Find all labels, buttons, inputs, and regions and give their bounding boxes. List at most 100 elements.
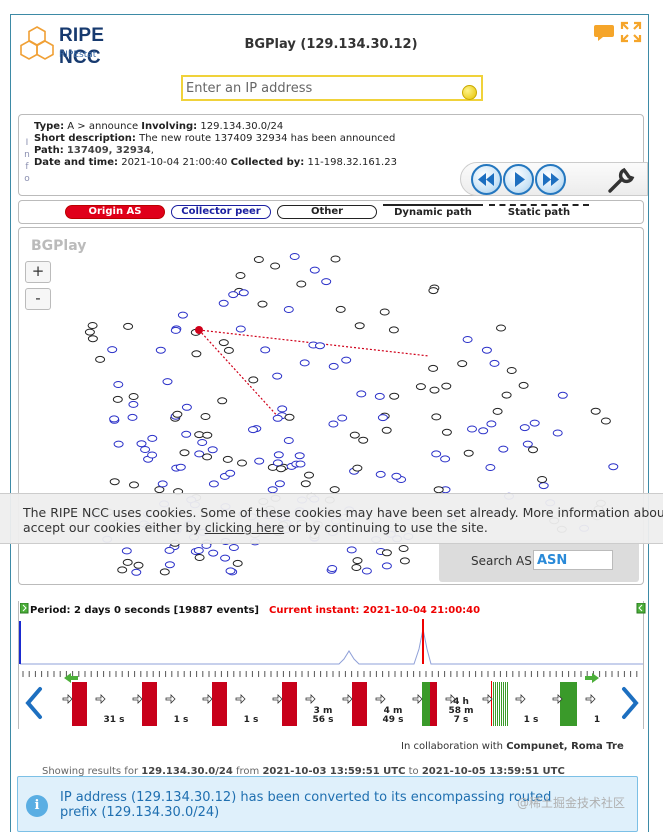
collector-peer-node[interactable] (260, 346, 271, 354)
fast-forward-button[interactable] (535, 164, 566, 195)
as-node[interactable] (518, 381, 529, 389)
collector-peer-node[interactable] (557, 391, 568, 399)
collector-peer-node[interactable] (538, 482, 549, 490)
collector-peer-node[interactable] (481, 346, 492, 354)
as-node[interactable] (109, 478, 120, 486)
event-block[interactable] (505, 682, 506, 726)
event-block[interactable] (422, 682, 430, 726)
as-node[interactable] (335, 305, 346, 313)
as-node[interactable] (159, 568, 170, 576)
collector-peer-node[interactable] (478, 427, 489, 435)
collector-peer-node[interactable] (181, 403, 192, 411)
collector-peer-node[interactable] (220, 554, 231, 562)
scroll-right-chevron-icon[interactable] (616, 685, 642, 721)
as-node[interactable] (217, 397, 228, 405)
as-node[interactable] (122, 558, 133, 566)
collector-peer-node[interactable] (431, 450, 442, 458)
as-node[interactable] (441, 382, 452, 390)
as-node[interactable] (248, 376, 259, 384)
timeline-start-flag-icon[interactable] (20, 603, 30, 617)
collector-peer-node[interactable] (164, 546, 175, 554)
collector-peer-node[interactable] (109, 415, 120, 423)
play-button[interactable] (503, 164, 534, 195)
event-block[interactable] (501, 682, 502, 726)
as-node[interactable] (352, 464, 363, 472)
collector-peer-node[interactable] (498, 445, 509, 453)
collector-peer-node[interactable] (248, 426, 258, 434)
as-node[interactable] (172, 410, 183, 418)
event-block[interactable] (212, 682, 227, 726)
collector-peer-node[interactable] (467, 425, 477, 433)
as-node[interactable] (276, 465, 286, 473)
as-node[interactable] (330, 255, 341, 263)
as-node[interactable] (351, 564, 362, 571)
collector-peer-node[interactable] (113, 440, 124, 448)
collector-peer-node[interactable] (519, 424, 530, 432)
as-node[interactable] (381, 549, 392, 557)
as-node[interactable] (235, 272, 246, 279)
collector-peer-node[interactable] (294, 452, 305, 460)
as-node[interactable] (429, 386, 440, 394)
as-node[interactable] (87, 322, 98, 329)
collector-peer-node[interactable] (273, 451, 284, 459)
as-node[interactable] (222, 455, 233, 463)
as-node[interactable] (506, 367, 517, 374)
collector-peer-node[interactable] (175, 463, 186, 471)
as-node[interactable] (358, 436, 369, 444)
search-as-input[interactable] (533, 550, 613, 570)
collector-peer-node[interactable] (181, 430, 192, 438)
collector-peer-node[interactable] (207, 446, 218, 454)
fullscreen-button[interactable] (619, 20, 643, 44)
collector-peer-node[interactable] (121, 547, 132, 555)
as-node[interactable] (95, 355, 106, 363)
collector-peer-node[interactable] (374, 392, 385, 400)
collector-peer-node[interactable] (328, 362, 339, 370)
collector-peer-node[interactable] (113, 381, 124, 388)
as-node[interactable] (496, 324, 506, 332)
as-node[interactable] (179, 449, 190, 457)
collector-peer-node[interactable] (377, 414, 388, 422)
collector-peer-node[interactable] (267, 486, 278, 494)
collector-peer-node[interactable] (391, 472, 402, 480)
collector-peer-node[interactable] (208, 549, 219, 557)
collector-peer-node[interactable] (170, 326, 181, 334)
event-block[interactable] (503, 682, 504, 726)
rewind-button[interactable] (471, 164, 502, 195)
collector-peer-node[interactable] (522, 440, 533, 448)
as-node[interactable] (537, 476, 548, 483)
as-node[interactable] (296, 280, 307, 288)
as-node[interactable] (457, 360, 468, 368)
collector-peer-node[interactable] (107, 346, 118, 354)
ip-address-input[interactable] (181, 75, 483, 101)
as-node[interactable] (154, 486, 165, 494)
collector-peer-node[interactable] (375, 470, 386, 478)
event-block[interactable] (142, 682, 157, 726)
as-node[interactable] (352, 557, 363, 565)
collector-peer-node[interactable] (361, 567, 372, 575)
collector-peer-node[interactable] (283, 437, 294, 444)
as-node[interactable] (257, 300, 268, 308)
collector-peer-node[interactable] (295, 460, 306, 468)
collector-peer-node[interactable] (327, 565, 338, 572)
collector-peer-node[interactable] (440, 455, 451, 463)
collector-peer-node[interactable] (272, 414, 283, 422)
collector-peer-node[interactable] (208, 480, 219, 488)
as-node[interactable] (128, 393, 139, 400)
event-density-chart[interactable] (19, 619, 643, 679)
collector-peer-node[interactable] (608, 463, 619, 471)
collector-peer-node[interactable] (193, 547, 204, 554)
collector-peer-node[interactable] (277, 405, 288, 413)
collector-peer-node[interactable] (283, 306, 294, 313)
as-node[interactable] (349, 431, 360, 439)
collector-peer-node[interactable] (155, 346, 166, 354)
accept-cookies-link[interactable]: clicking here (204, 520, 285, 535)
feedback-button[interactable] (592, 20, 616, 44)
origin-as-node[interactable] (195, 326, 203, 334)
event-block[interactable] (507, 682, 508, 726)
as-node[interactable] (431, 413, 442, 421)
collector-peer-node[interactable] (197, 439, 208, 446)
collector-peer-node[interactable] (235, 325, 246, 333)
event-block[interactable] (72, 682, 87, 726)
as-node[interactable] (218, 339, 229, 347)
